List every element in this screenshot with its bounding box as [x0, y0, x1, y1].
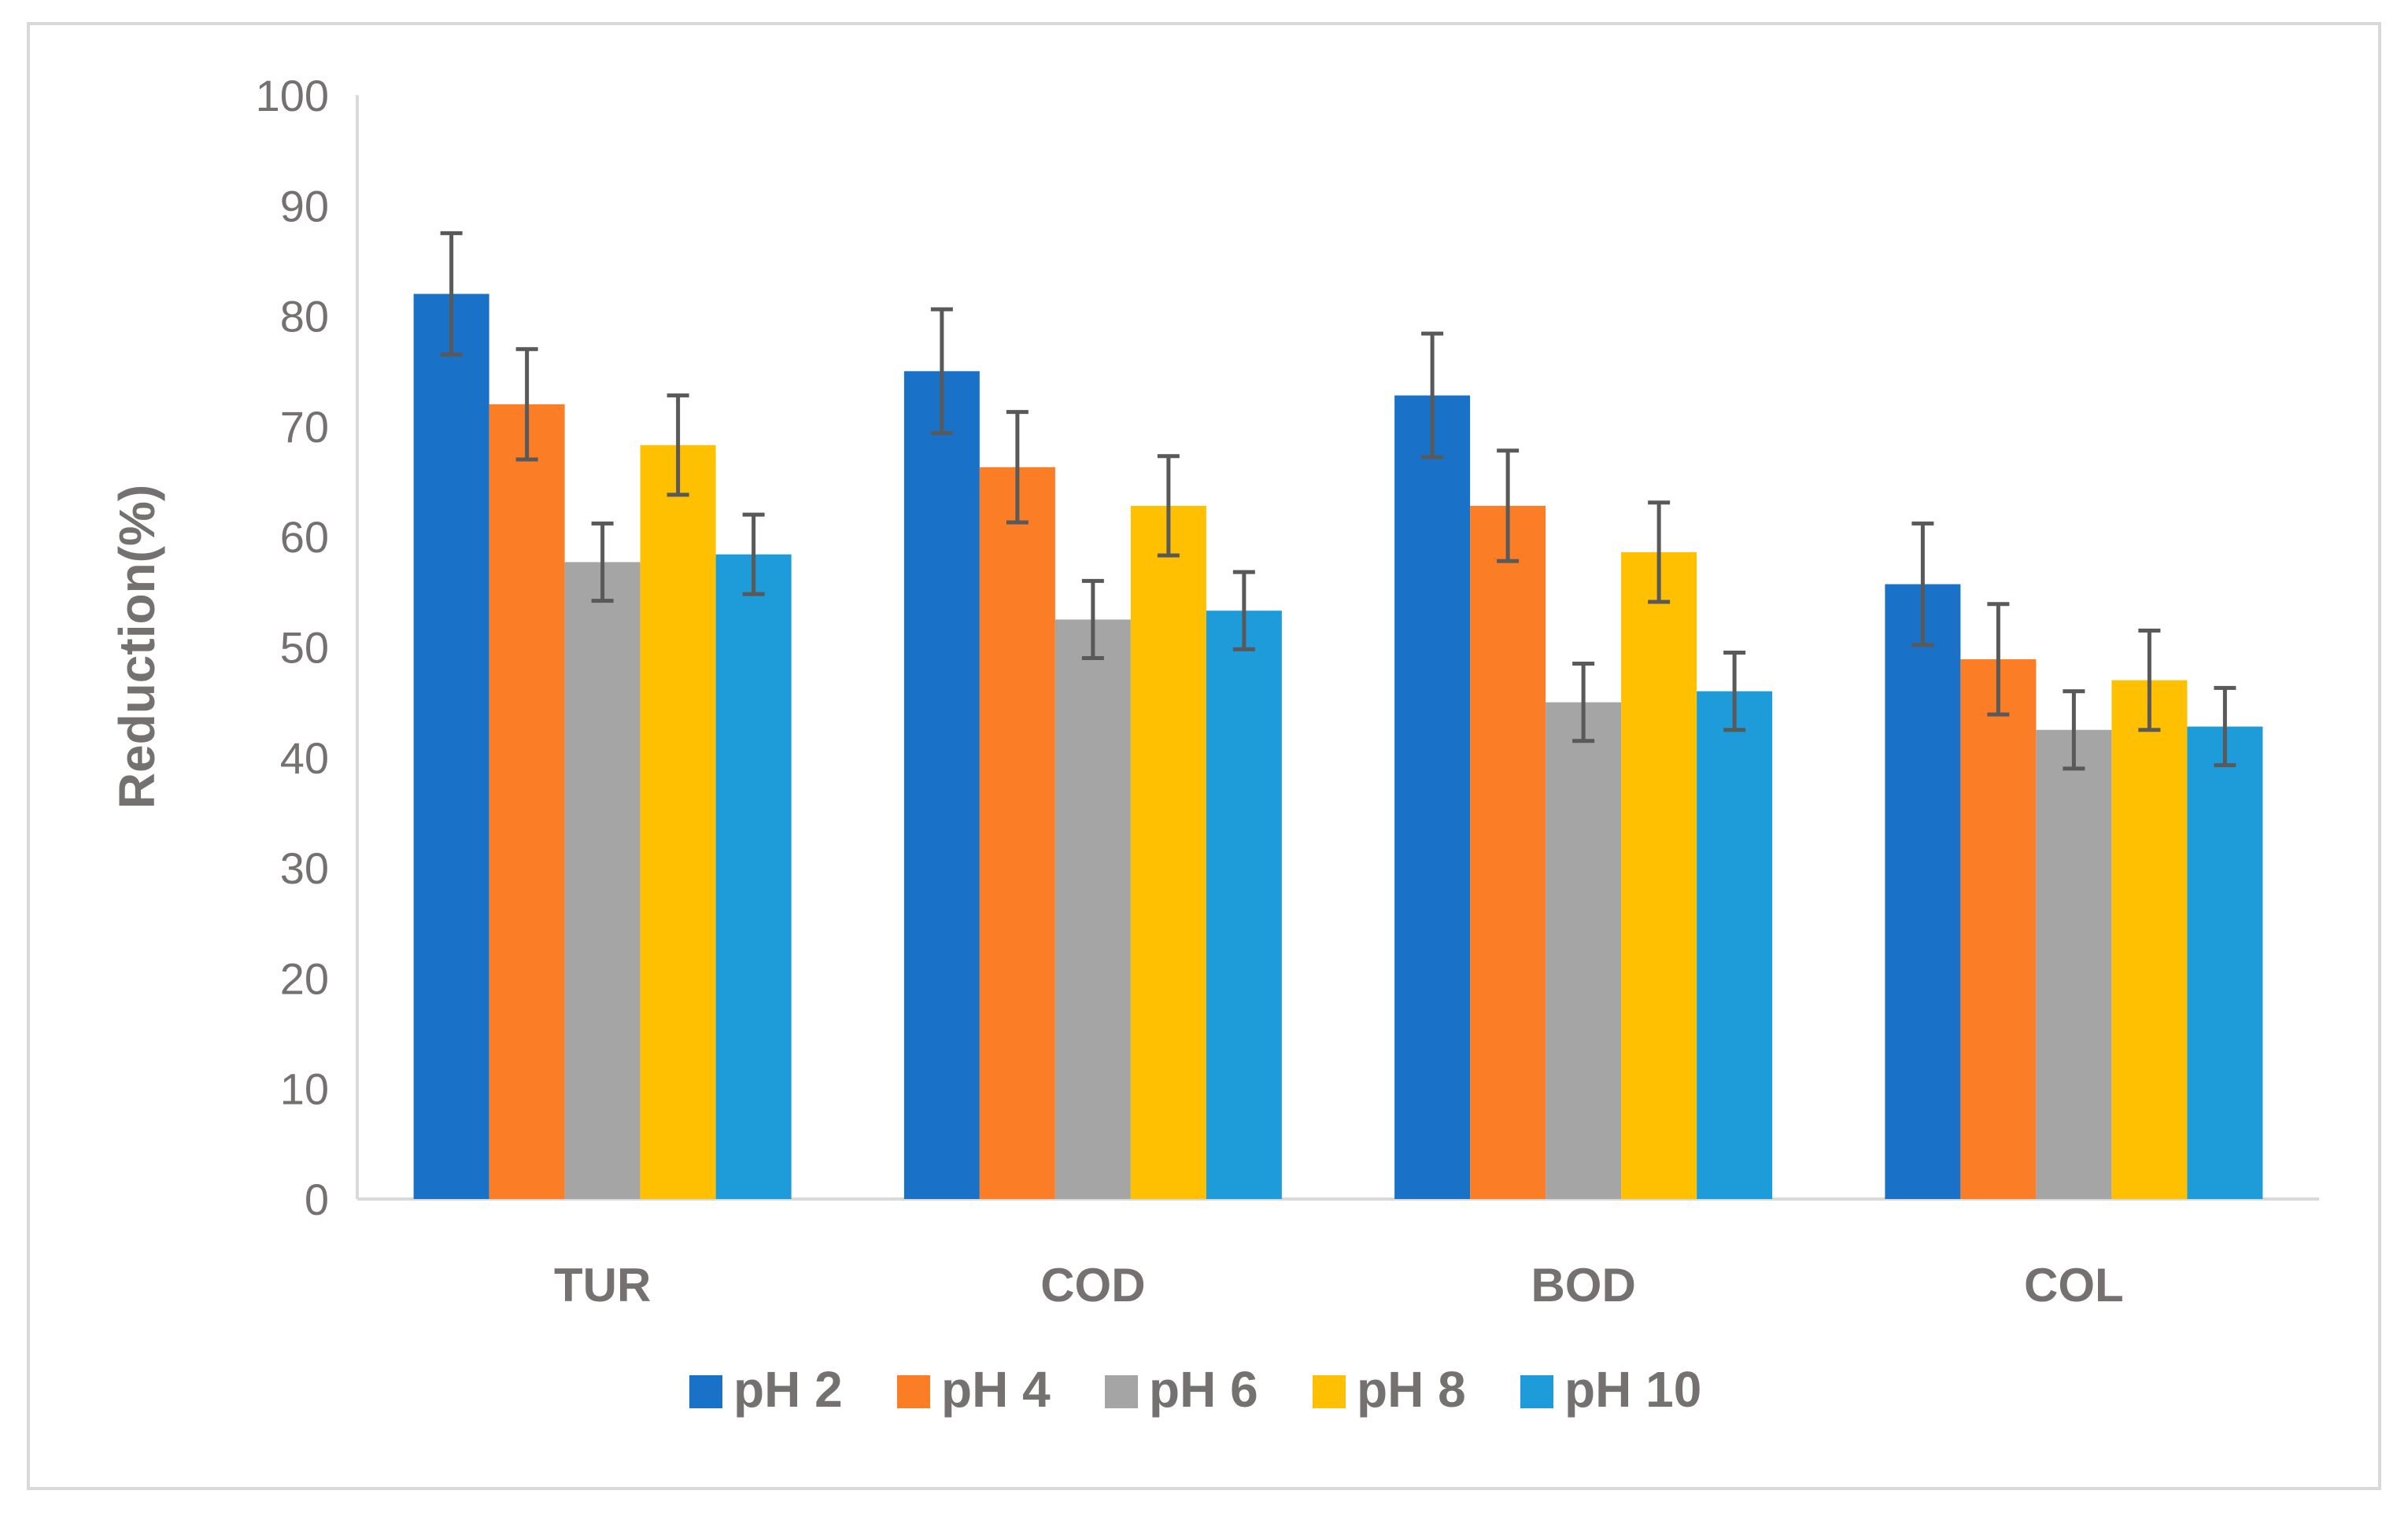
error-bar [742, 512, 765, 596]
x-category-label: COD [1040, 1259, 1145, 1312]
y-axis-title: Reduction(%) [109, 485, 165, 809]
error-bar [1497, 448, 1520, 563]
bar-col-ph6 [2036, 729, 2112, 1199]
legend-label: pH 2 [733, 1361, 843, 1418]
legend-label: pH 6 [1149, 1361, 1258, 1418]
legend-swatch [897, 1375, 930, 1408]
error-bar [930, 307, 953, 435]
error-bar [1648, 500, 1671, 604]
y-tick-label: 90 [280, 181, 329, 231]
bar-tur-ph8 [640, 445, 716, 1199]
y-tick-label: 40 [280, 733, 329, 783]
bar-tur-ph6 [564, 562, 641, 1199]
bar-cod-ph4 [979, 467, 1055, 1199]
bar-cod-ph8 [1130, 505, 1206, 1199]
bar-chart: 0 10 20 30 40 50 60 70 80 90 100 Reduction(%) TUR COD… [109, 71, 2319, 1418]
bar-tur-ph4 [489, 404, 565, 1199]
y-tick-label: 20 [280, 954, 329, 1003]
y-tick-label: 60 [280, 512, 329, 562]
bar-bod-ph6 [1546, 702, 1622, 1199]
labels: 0 10 20 30 40 50 60 70 80 90 100 Reduction(%) TUR COD… [109, 71, 2124, 1312]
bars [413, 293, 2263, 1200]
x-category-label: COL [2024, 1259, 2124, 1312]
bar-col-ph4 [1960, 659, 2037, 1199]
bar-bod-ph4 [1470, 505, 1546, 1199]
error-bar [2214, 685, 2236, 768]
legend-item: pH 4 [897, 1361, 1051, 1418]
y-tick-label: 80 [280, 292, 329, 341]
legend-item: pH 10 [1520, 1361, 1701, 1418]
legend-label: pH 10 [1564, 1361, 1701, 1418]
error-bars [440, 231, 2236, 771]
error-bar [440, 231, 463, 357]
bar-tur-ph10 [715, 554, 792, 1199]
bar-cod-ph2 [903, 371, 980, 1199]
legend-swatch [1313, 1375, 1346, 1408]
legend-item: pH 8 [1313, 1361, 1466, 1418]
bar-cod-ph6 [1054, 619, 1131, 1199]
error-bar [1157, 454, 1180, 558]
error-bar [667, 393, 689, 497]
legend-swatch [1520, 1375, 1553, 1408]
y-tick-label: 100 [256, 71, 329, 120]
error-bar [1911, 521, 1934, 647]
error-bar [1006, 410, 1029, 525]
bar-cod-ph10 [1206, 611, 1282, 1199]
y-tick-label: 50 [280, 623, 329, 673]
legend-label: pH 8 [1357, 1361, 1466, 1418]
legend-label: pH 4 [941, 1361, 1051, 1418]
y-tick-label: 0 [305, 1175, 329, 1224]
chart-frame: 0 10 20 30 40 50 60 70 80 90 100 Reduction(%) TUR COD… [27, 22, 2381, 1490]
error-bar [2138, 628, 2161, 732]
bar-bod-ph2 [1394, 395, 1471, 1200]
y-tick-label: 70 [280, 402, 329, 452]
error-bar [1421, 331, 1444, 459]
bar-col-ph10 [2187, 726, 2263, 1199]
error-bar [591, 521, 614, 603]
x-category-label: TUR [554, 1259, 651, 1312]
bar-tur-ph2 [413, 293, 489, 1199]
legend-swatch [1105, 1375, 1138, 1408]
x-category-label: BOD [1531, 1259, 1635, 1312]
error-bar [2063, 689, 2085, 771]
bar-col-ph8 [2111, 680, 2188, 1199]
error-bar [1232, 570, 1255, 651]
error-bar [515, 347, 538, 462]
error-bar [1081, 578, 1104, 661]
bar-bod-ph8 [1621, 552, 1697, 1199]
legend-swatch [689, 1375, 722, 1408]
y-tick-label: 30 [280, 843, 329, 893]
bar-bod-ph10 [1697, 691, 1773, 1199]
legend: pH 2 pH 4 pH 6 pH 8 pH 10 [689, 1361, 1701, 1418]
error-bar [1987, 602, 2010, 717]
legend-item: pH 2 [689, 1361, 843, 1418]
error-bar [1723, 651, 1746, 732]
error-bar [1572, 662, 1595, 743]
bar-col-ph2 [1885, 584, 1961, 1199]
legend-item: pH 6 [1105, 1361, 1258, 1418]
y-tick-label: 10 [280, 1064, 329, 1114]
